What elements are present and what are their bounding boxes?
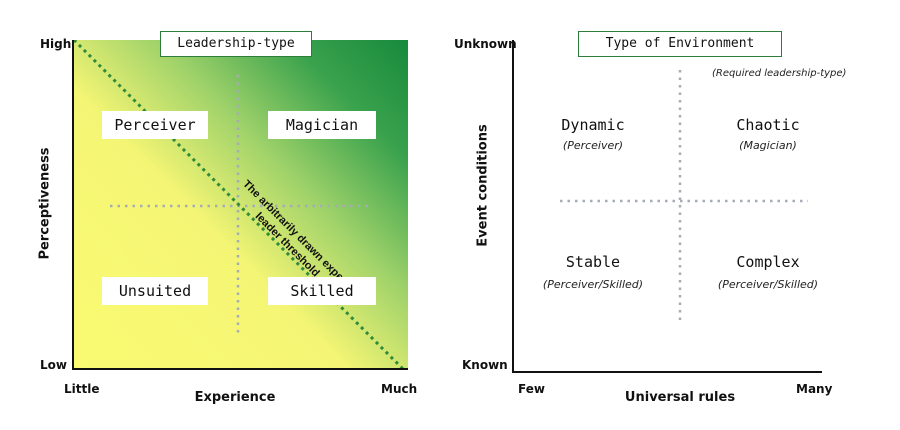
y-high-label: Unknown	[454, 37, 517, 51]
leadership-plot-area: The arbitrarily drawn expert- leader thr…	[72, 40, 408, 370]
x-high-label: Much	[381, 382, 418, 396]
x-axis-title: Experience	[194, 390, 276, 405]
x-low-label: Little	[64, 382, 100, 396]
quadrant-unsuited: Unsuited	[102, 277, 208, 305]
quadrant-skilled: Skilled	[268, 277, 376, 305]
leadership-chart: The arbitrarily drawn expert- leader thr…	[37, 31, 418, 405]
x-low-label: Few	[518, 382, 545, 396]
environment-title: Type of Environment	[578, 31, 782, 57]
quadrant-complex: Complex	[736, 253, 800, 271]
y-low-label: Known	[462, 358, 508, 372]
quadrant-dynamic-type: (Perceiver)	[562, 139, 624, 152]
quadrant-magician: Magician	[268, 111, 376, 139]
quadrant-stable: Stable	[565, 253, 621, 271]
quadrant-dynamic: Dynamic	[561, 116, 625, 134]
leadership-title: Leadership-type	[160, 31, 312, 57]
environment-chart: Type of Environment (Required leadership…	[450, 0, 900, 430]
quadrant-complex-type: (Perceiver/Skilled)	[717, 278, 819, 291]
x-axis-title: Universal rules	[624, 390, 736, 405]
quadrant-stable-type: (Perceiver/Skilled)	[542, 278, 644, 291]
leadership-note: (Required leadership-type)	[712, 68, 847, 79]
quadrant-perceiver: Perceiver	[102, 111, 208, 139]
quadrant-chaotic-type: (Magician)	[739, 139, 797, 152]
quadrant-chaotic: Chaotic	[736, 116, 800, 134]
y-high-label: High	[40, 37, 72, 51]
y-low-label: Low	[40, 358, 67, 372]
y-axis-title: Event conditions	[475, 124, 491, 247]
environment-plot-area	[512, 40, 822, 373]
expert-leader-threshold-line	[72, 40, 407, 370]
y-axis-title: Perceptiveness	[37, 147, 53, 260]
x-high-label: Many	[796, 382, 833, 396]
